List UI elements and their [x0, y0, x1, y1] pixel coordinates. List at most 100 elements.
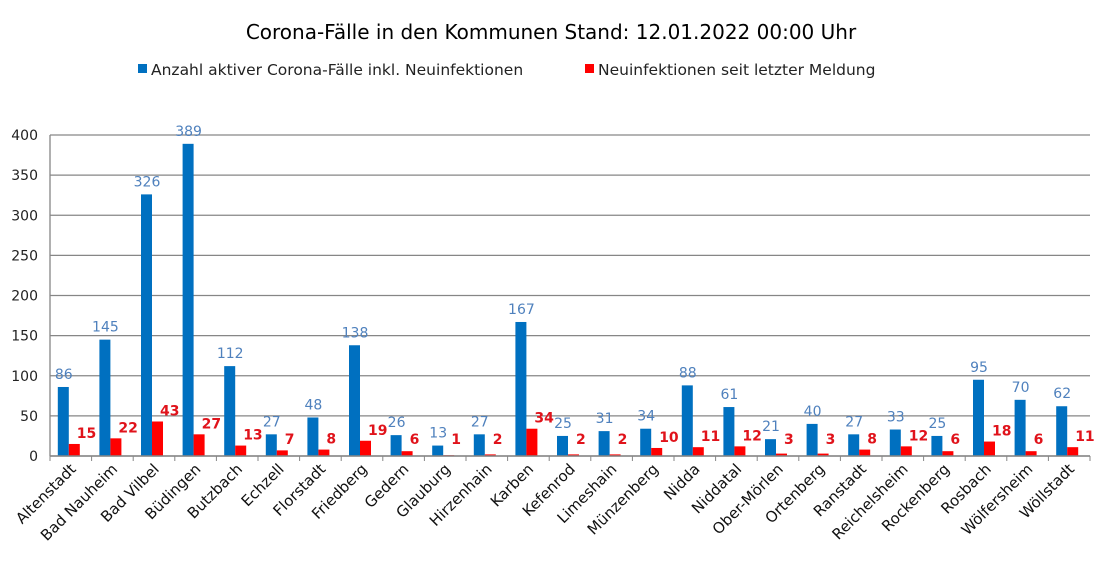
bar-new: [318, 449, 330, 456]
y-tick-label: 250: [11, 248, 38, 264]
data-label-new: 8: [867, 432, 877, 448]
data-label-active: 27: [263, 414, 281, 430]
data-label-active: 88: [679, 365, 697, 381]
data-label-active: 62: [1053, 386, 1071, 402]
data-label-new: 2: [493, 432, 503, 448]
bar-active: [265, 434, 277, 456]
bar-active: [57, 386, 69, 456]
bar-active: [765, 439, 776, 456]
bar-new: [817, 453, 829, 456]
data-label-active: 26: [388, 415, 406, 431]
bar-new: [360, 440, 371, 456]
data-label-new: 3: [784, 432, 794, 448]
data-label-new: 12: [909, 428, 928, 444]
data-label-active: 86: [55, 367, 73, 383]
y-tick-label: 350: [11, 168, 38, 184]
data-label-new: 13: [243, 428, 262, 444]
bar-new: [1067, 447, 1079, 456]
bar-active: [307, 417, 319, 456]
data-label-active: 138: [342, 325, 369, 341]
data-label-active: 389: [175, 124, 202, 140]
data-label-active: 27: [845, 414, 863, 430]
data-label-active: 167: [508, 302, 535, 318]
bar-active: [390, 435, 402, 456]
data-label-active: 145: [92, 320, 119, 336]
data-label-new: 6: [950, 432, 960, 448]
bar-active: [182, 143, 194, 456]
bar-new: [900, 446, 912, 456]
bar-new: [401, 451, 413, 456]
bar-active: [473, 434, 485, 456]
y-axis-ticks: 0 50 100 150 200 250 300 350 400: [11, 128, 38, 465]
bar-active: [889, 429, 901, 456]
data-label-new: 7: [285, 432, 295, 448]
data-label-new: 6: [1034, 432, 1044, 448]
data-label-active: 326: [134, 174, 161, 190]
bar-new: [984, 441, 995, 456]
data-label-active: 25: [928, 416, 946, 432]
data-label-active: 13: [429, 426, 447, 442]
bar-new: [692, 447, 704, 456]
data-label-active: 25: [554, 416, 572, 432]
bar-active: [224, 366, 236, 456]
bar-active: [806, 423, 818, 456]
data-label-new: 11: [701, 429, 720, 445]
data-label-new: 3: [826, 432, 836, 448]
data-label-new: 18: [992, 424, 1011, 440]
y-tick-label: 200: [11, 289, 38, 305]
bar-new: [193, 434, 205, 456]
data-label-new: 22: [118, 420, 137, 436]
bar-active: [723, 407, 735, 456]
bar-new: [651, 447, 663, 456]
bar-new: [942, 451, 954, 456]
data-label-active: 31: [596, 411, 614, 427]
data-label-active: 48: [304, 397, 322, 413]
bar-active: [681, 385, 693, 456]
data-label-active: 61: [720, 387, 738, 403]
bar-new: [776, 453, 787, 456]
bar-active: [598, 431, 610, 456]
data-label-active: 95: [970, 360, 988, 376]
y-tick-label: 300: [11, 208, 38, 224]
bar-active: [1014, 399, 1026, 456]
bar-new: [568, 454, 579, 456]
data-label-new: 8: [326, 432, 336, 448]
data-label-new: 43: [160, 403, 179, 419]
bar-new: [235, 445, 247, 456]
data-label-active: 34: [637, 409, 655, 425]
legend-swatch-active: [138, 64, 147, 73]
bar-new: [526, 428, 538, 456]
bar-active: [432, 445, 444, 456]
bar-active: [99, 339, 111, 456]
data-label-active: 33: [887, 410, 905, 426]
data-label-new: 2: [618, 432, 628, 448]
y-tick-label: 100: [11, 369, 38, 385]
bar-new: [152, 421, 163, 456]
bar-new: [110, 438, 122, 456]
bar-active: [141, 194, 152, 456]
bar-new: [734, 446, 746, 456]
data-label-active: 70: [1012, 380, 1030, 396]
gridlines: [49, 134, 1090, 457]
legend-label-active: Anzahl aktiver Corona-Fälle inkl. Neuinf…: [151, 61, 523, 79]
bar-active: [640, 428, 652, 456]
y-tick-label: 400: [11, 128, 38, 144]
legend-swatch-new: [585, 64, 594, 73]
data-label-new: 11: [1075, 429, 1094, 445]
data-label-new: 1: [451, 432, 461, 448]
bar-active: [931, 435, 943, 456]
data-label-new: 2: [576, 432, 586, 448]
bar-new: [859, 449, 871, 456]
bar-new: [609, 454, 621, 456]
data-label-active: 40: [804, 404, 822, 420]
bar-active: [1056, 406, 1068, 456]
data-label-new: 34: [534, 411, 554, 427]
data-label-active: 21: [762, 419, 780, 435]
data-label-new: 10: [659, 430, 679, 446]
data-label-active: 112: [217, 346, 244, 362]
bar-active: [848, 434, 860, 456]
